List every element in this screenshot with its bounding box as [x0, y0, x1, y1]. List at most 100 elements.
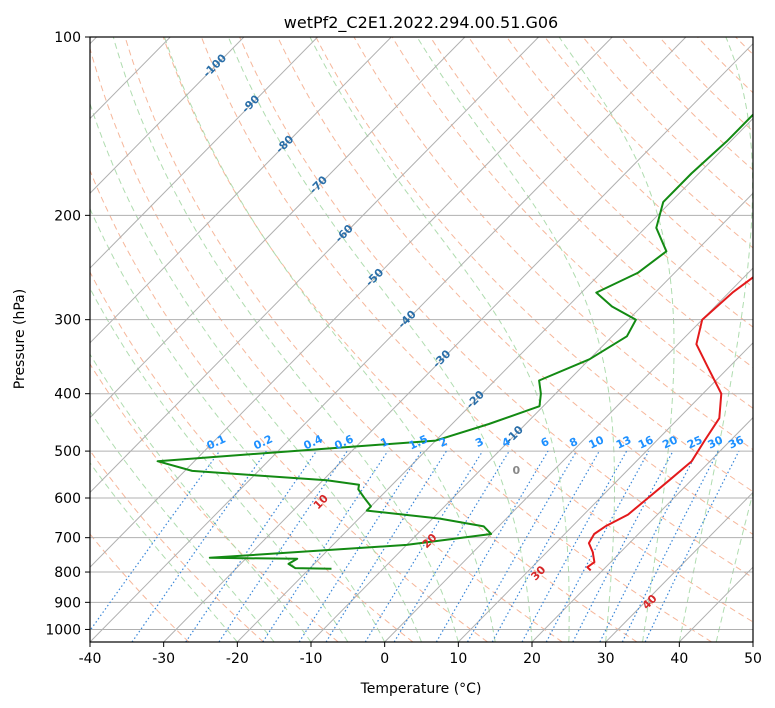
mixing-ratio-label: 20: [660, 433, 680, 451]
dry-adiabat-line: [391, 37, 753, 409]
x-tick-label: -10: [300, 651, 323, 667]
isotherm-line: [90, 37, 539, 494]
dry-adiabat-line: [544, 37, 753, 249]
mixing-ratio-line: [185, 450, 317, 642]
mixing-ratio-line: [521, 450, 628, 642]
moist-adiabat-line: [558, 37, 675, 642]
x-tick-label: 10: [449, 651, 467, 667]
dry-adiabat-line: [90, 46, 563, 642]
dry-adiabat-line: [90, 363, 339, 642]
dry-adiabat-line: [90, 271, 414, 642]
dry-adiabat-label: 40: [640, 592, 660, 612]
mixing-ratio-label: 16: [636, 433, 656, 451]
dry-adiabat-line: [697, 37, 753, 94]
moist-adiabat-line: [678, 37, 753, 642]
mixing-ratio-label: 13: [614, 433, 633, 451]
y-tick-label: 500: [54, 444, 81, 460]
isotherm-line: [90, 37, 687, 642]
mixing-ratio-line: [621, 450, 719, 642]
dewpoint-profile-line: [156, 113, 753, 570]
moist-adiabat-line: [90, 353, 312, 642]
mixing-ratio-line: [218, 450, 348, 642]
moist-adiabat-line: [90, 461, 238, 642]
x-axis-ticks: -40 -30 -20 -10 0 10 20 30 40 50: [79, 642, 762, 667]
mixing-ratio-line: [644, 450, 740, 642]
dry-adiabat-line: [582, 37, 753, 210]
mixing-ratio-label: 0.2: [252, 432, 275, 452]
dry-adiabat-line: [90, 533, 190, 642]
moist-adiabat-line: [227, 37, 533, 642]
x-tick-label: 20: [523, 651, 541, 667]
temperature-profile-line: [586, 276, 753, 572]
dry-adiabat-line: [124, 37, 638, 642]
mixing-ratio-line: [572, 450, 674, 642]
isotherm-line: [236, 117, 753, 642]
dry-adiabat-line: [506, 37, 753, 288]
isotherm-line: [752, 641, 753, 642]
moist-adiabat-line: [164, 37, 496, 642]
dry-adiabat-line: [239, 37, 753, 579]
x-tick-label: 40: [670, 651, 688, 667]
zero-label: 0: [513, 464, 521, 477]
moist-adiabat-line: [715, 490, 753, 642]
isotherm-line: [90, 37, 318, 269]
isotherm-line: [384, 267, 753, 642]
dry-adiabat-line: [658, 37, 753, 132]
sounding-profiles: [156, 113, 753, 572]
isotherm-line: [90, 37, 466, 419]
dry-adiabat-label: 10: [311, 492, 331, 512]
mixing-ratio-line: [599, 450, 699, 642]
moist-adiabat-line: [309, 37, 570, 642]
x-tick-label: -30: [152, 651, 175, 667]
moist-adiabat-line: [90, 410, 275, 642]
y-axis-label: Pressure (hPa): [12, 289, 28, 389]
x-tick-label: -40: [79, 651, 102, 667]
mixing-ratio-line: [298, 450, 423, 642]
isotherm-line: [90, 37, 613, 568]
moist-adiabat-line: [90, 101, 422, 642]
mixing-ratio-line: [262, 450, 389, 642]
isotherm-line: [90, 37, 245, 194]
dry-adiabat-line: [90, 449, 264, 642]
mixing-ratio-label: 25: [685, 433, 704, 451]
dry-adiabat-line: [468, 37, 753, 328]
y-tick-label: 600: [54, 491, 81, 507]
mixing-ratio-line: [131, 450, 267, 642]
chart-title: wetPf2_C2E1.2022.294.00.51.G06: [284, 13, 558, 33]
moist-adiabat-line: [90, 207, 386, 642]
mixing-ratio-label: 0.1: [205, 432, 228, 452]
dry-adiabat-label: 30: [528, 563, 548, 583]
mixing-ratio-line: [491, 450, 600, 642]
dry-adiabat-line: [429, 37, 753, 369]
mixing-ratio-line: [90, 450, 221, 632]
mixing-ratio-line: [364, 450, 484, 642]
moist-adiabat-line: [90, 287, 349, 642]
mixing-ratio-line: [393, 450, 510, 642]
background-lines: [90, 37, 753, 642]
isotherm-line: [90, 37, 392, 344]
y-tick-label: 100: [54, 30, 81, 46]
isotherm-line: [605, 491, 753, 642]
isotherm-line: [531, 416, 753, 642]
y-axis-ticks: 100 200 300 400 500 600 700 800 900 1000: [45, 30, 90, 638]
dry-adiabat-label: 20: [420, 531, 440, 551]
y-tick-label: 700: [54, 531, 81, 547]
x-tick-label: 0: [380, 651, 389, 667]
isotherm-line: [457, 342, 753, 642]
dry-adiabat-line: [90, 169, 488, 642]
y-tick-label: 1000: [45, 622, 81, 638]
dry-adiabat-line: [200, 37, 753, 623]
mixing-ratio-line: [545, 450, 650, 642]
x-tick-label: 30: [597, 651, 615, 667]
x-tick-label: -20: [226, 651, 249, 667]
y-tick-label: 400: [54, 387, 81, 403]
y-tick-label: 900: [54, 595, 81, 611]
dry-adiabat-line: [315, 37, 753, 493]
y-tick-label: 200: [54, 208, 81, 224]
mixing-ratio-label: 36: [726, 433, 746, 451]
isotherm-line: [678, 566, 753, 642]
mixing-ratio-label: 30: [706, 433, 726, 451]
mixing-ratio-label: 3: [473, 435, 485, 450]
plot-frame: [89, 36, 754, 643]
